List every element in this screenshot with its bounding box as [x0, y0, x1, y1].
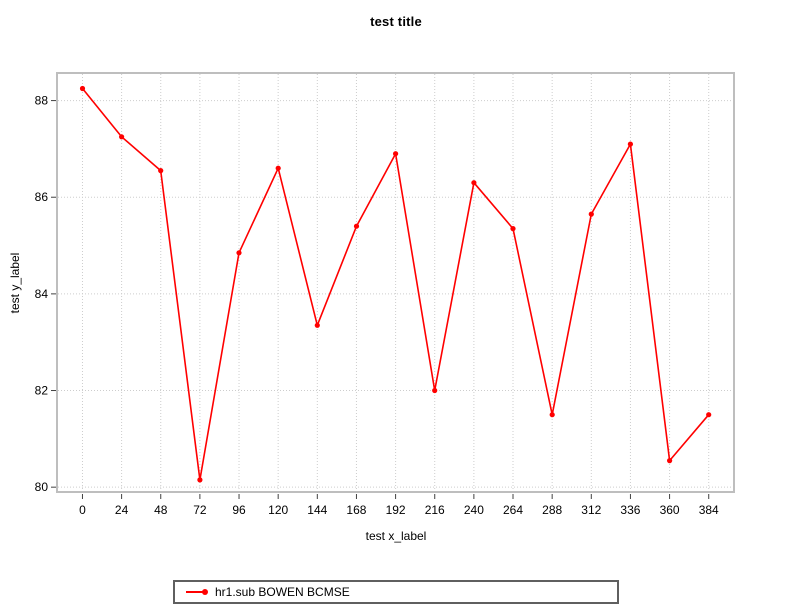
x-tick-label: 336: [620, 503, 640, 517]
data-point: [588, 211, 594, 217]
x-tick-label: 72: [193, 503, 207, 517]
x-tick-label: 144: [307, 503, 327, 517]
data-point: [275, 165, 281, 171]
x-tick-label: 312: [581, 503, 601, 517]
data-point: [353, 223, 360, 229]
data-point: [432, 387, 438, 394]
plot-frame: [56, 72, 735, 493]
data-point: [158, 168, 164, 174]
x-tick-label: 48: [154, 503, 168, 517]
y-tick-label: 86: [35, 190, 49, 204]
legend-series-label: hr1.sub BOWEN BCMSE: [215, 585, 350, 599]
x-tick-label: 120: [268, 503, 288, 517]
data-point: [627, 141, 634, 147]
chart-title: test title: [370, 14, 422, 29]
data-point: [393, 151, 399, 157]
x-tick-label: 192: [386, 503, 406, 517]
legend-dot-marker-icon: [202, 589, 208, 595]
legend-box: hr1.sub BOWEN BCMSE: [173, 580, 619, 604]
x-tick-label: 240: [464, 503, 484, 517]
data-point: [314, 322, 320, 328]
x-tick-label: 216: [425, 503, 445, 517]
data-point: [197, 477, 203, 483]
x-tick-label: 96: [232, 503, 246, 517]
data-point: [667, 458, 673, 464]
data-point: [236, 250, 242, 256]
x-axis-label: test x_label: [365, 529, 427, 543]
y-tick-label: 82: [35, 384, 49, 398]
data-point: [79, 85, 86, 92]
data-point: [119, 134, 125, 140]
x-tick-label: 168: [346, 503, 366, 517]
x-tick-label: 264: [503, 503, 523, 517]
data-point: [549, 412, 555, 418]
x-tick-label: 288: [542, 503, 562, 517]
x-tick-label: 0: [79, 503, 86, 517]
y-tick-label: 84: [35, 287, 49, 301]
x-tick-label: 384: [699, 503, 719, 517]
y-tick-label: 80: [35, 480, 49, 494]
x-tick-label: 360: [660, 503, 680, 517]
x-tick-label: 24: [115, 503, 129, 517]
legend-line-marker-icon: [186, 589, 208, 595]
data-point: [706, 412, 712, 418]
y-tick-label: 88: [35, 94, 49, 108]
data-point: [471, 180, 477, 186]
y-axis-label: test y_label: [8, 252, 22, 314]
data-point: [510, 226, 516, 232]
